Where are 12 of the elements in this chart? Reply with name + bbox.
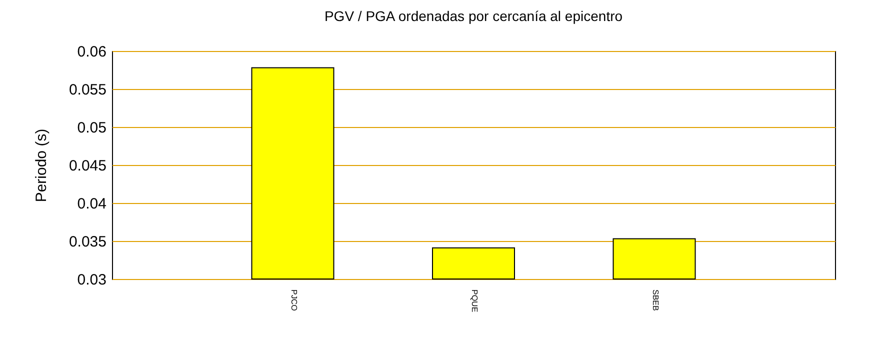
chart-title: PGV / PGA ordenadas por cercanía al epicentro (324, 8, 623, 24)
y-tick-label: 0.06 (77, 44, 106, 60)
y-tick-label: 0.035 (68, 234, 106, 250)
y-tick-label: 0.03 (77, 272, 106, 288)
y-tick-label: 0.05 (77, 120, 106, 136)
x-tick-label: PJCO (289, 290, 298, 311)
y-tick-label: 0.045 (68, 158, 106, 174)
x-tick-label: SBEB (650, 290, 660, 311)
y-tick-label: 0.055 (68, 82, 106, 98)
y-tick-label: 0.04 (77, 196, 106, 212)
y-axis-title: Periodo (s) (32, 128, 50, 202)
x-tick-label: PQUE (470, 290, 479, 312)
